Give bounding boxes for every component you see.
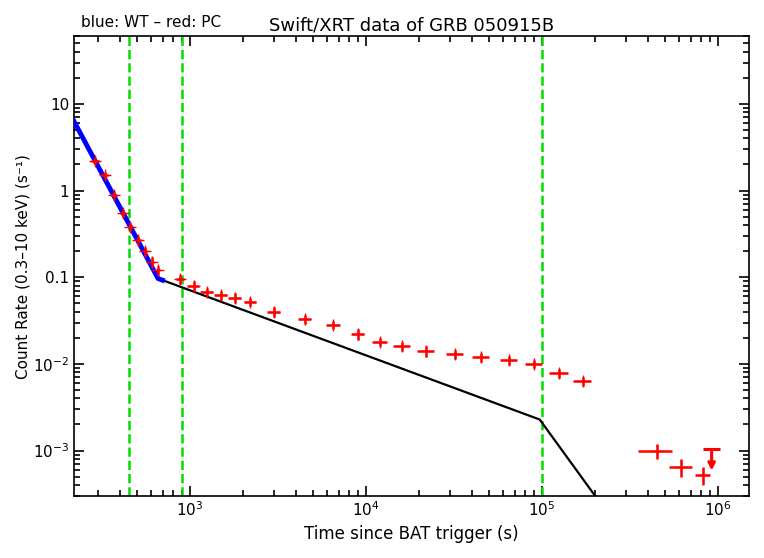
Y-axis label: Count Rate (0.3–10 keV) (s⁻¹): Count Rate (0.3–10 keV) (s⁻¹) [15,153,30,378]
X-axis label: Time since BAT trigger (s): Time since BAT trigger (s) [304,525,519,543]
Title: Swift/XRT data of GRB 050915B: Swift/XRT data of GRB 050915B [269,17,554,35]
Text: blue: WT – red: PC: blue: WT – red: PC [81,15,221,30]
